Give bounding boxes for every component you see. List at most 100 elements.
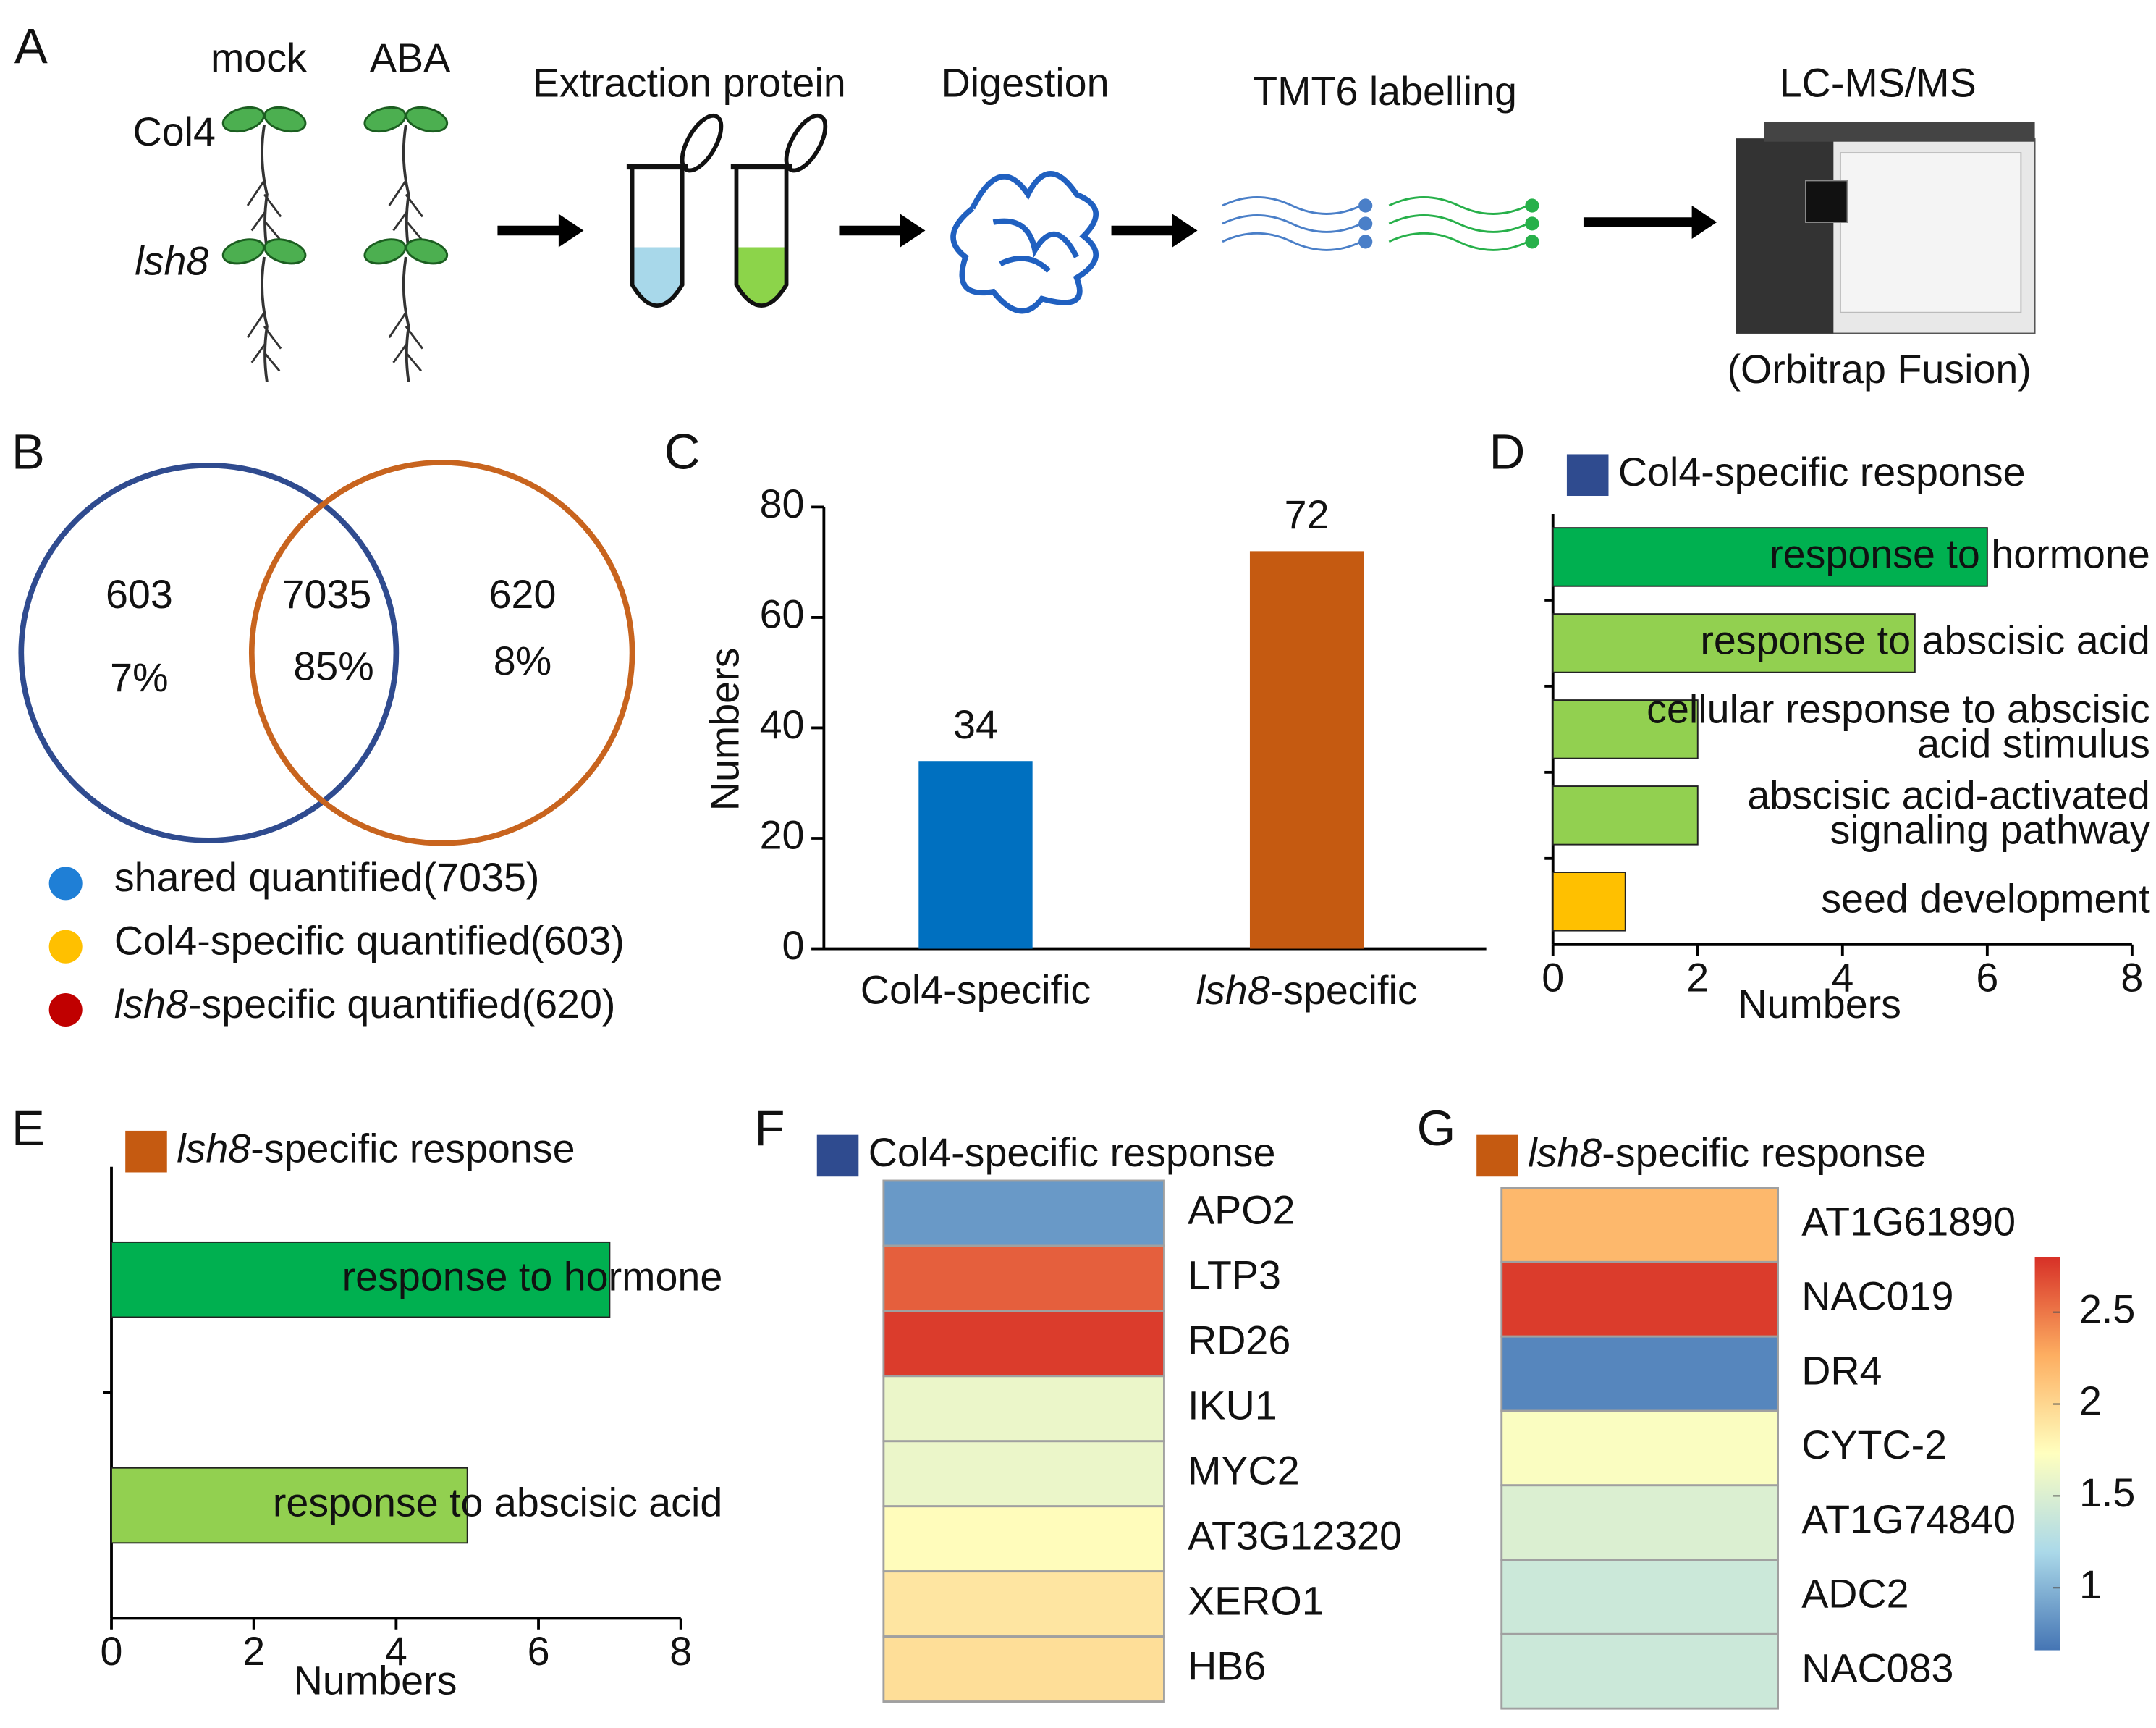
- tag-dot: [1525, 235, 1539, 249]
- peptide-wave: [1222, 232, 1362, 251]
- category-label: response to abscisic acid: [273, 1480, 722, 1525]
- x-tick-label: Col4-specific: [861, 968, 1091, 1013]
- legend-swatch: [1566, 454, 1609, 497]
- x-tick-label: 4: [385, 1629, 407, 1674]
- legend-swatch: [816, 1134, 859, 1177]
- leaf: [263, 238, 307, 265]
- y-axis-label: Numbers: [703, 648, 748, 812]
- tube-lid: [680, 113, 724, 173]
- y-tick-label: 0: [782, 923, 805, 968]
- row-label: APO2: [1188, 1188, 1295, 1233]
- legend-label: lsh8-specific response: [177, 1126, 575, 1171]
- x-tick-label: 8: [2121, 955, 2143, 1000]
- seedling: [363, 106, 449, 250]
- stem: [261, 125, 269, 250]
- x-axis-label: Numbers: [1738, 982, 1901, 1027]
- colorbar: [2034, 1257, 2060, 1651]
- heatmap-cell: [882, 1570, 1165, 1638]
- row-label: NAC083: [1801, 1645, 1953, 1690]
- colorbar-tick-label: 2.5: [2079, 1286, 2135, 1331]
- roots: [388, 180, 423, 240]
- y-tick-label: 20: [760, 813, 805, 858]
- x-tick-label: 0: [1542, 955, 1564, 1000]
- peptide-wave: [1388, 232, 1529, 251]
- bar: [918, 761, 1033, 949]
- row-label: LTP3: [1188, 1253, 1281, 1298]
- row-label: DR4: [1801, 1348, 1882, 1393]
- row-label: CYTC-2: [1801, 1423, 1947, 1467]
- y-tick-label: 80: [760, 481, 805, 526]
- venn-count: 620: [489, 572, 557, 617]
- legend-dot: [48, 992, 83, 1027]
- column-label: ABA: [370, 35, 450, 80]
- x-tick-label: lsh8-specific: [1196, 968, 1418, 1013]
- heatmap-cell: [882, 1505, 1165, 1573]
- row-label: Col4: [133, 109, 216, 154]
- venn-percent: 85%: [293, 644, 373, 689]
- leaf: [405, 238, 449, 265]
- heatmap-cell: [1500, 1632, 1780, 1710]
- heatmap-cell: [1500, 1559, 1780, 1635]
- heatmap-cell: [882, 1635, 1165, 1703]
- arrow-head: [1691, 205, 1717, 240]
- panel-label: F: [754, 1100, 785, 1156]
- tag-dot: [1525, 198, 1539, 213]
- instrument-label: (Orbitrap Fusion): [1727, 347, 2031, 392]
- leaf: [221, 238, 265, 265]
- category-label: cellular response to abscisic acid stimul…: [1646, 686, 2150, 766]
- peptide-wave: [1388, 214, 1529, 233]
- legend-label: shared quantified(7035): [114, 855, 540, 900]
- y-tick-label: 60: [760, 592, 805, 637]
- step-label: LC-MS/MS: [1780, 61, 1977, 106]
- x-tick-label: 6: [528, 1629, 550, 1674]
- row-label: XERO1: [1188, 1578, 1324, 1623]
- tag-dot: [1358, 235, 1373, 249]
- venn-circle: [248, 460, 635, 846]
- bar: [1552, 785, 1699, 846]
- bar: [1552, 872, 1626, 932]
- row-label: HB6: [1188, 1643, 1266, 1688]
- x-tick-label: 0: [101, 1629, 123, 1674]
- row-label: AT1G74840: [1801, 1497, 2016, 1542]
- legend-swatch: [125, 1130, 167, 1173]
- x-axis-label: Numbers: [294, 1658, 457, 1703]
- roots: [246, 180, 282, 240]
- colorbar-tick-label: 2: [2079, 1378, 2102, 1423]
- x-tick-label: 4: [1831, 955, 1853, 1000]
- arrow-head: [900, 214, 926, 248]
- seedling: [363, 238, 449, 382]
- legend-label: lsh8-specific response: [1528, 1130, 1926, 1175]
- legend-label: Col4-specific response: [868, 1130, 1276, 1175]
- venn-percent: 7%: [110, 655, 168, 700]
- heatmap-cell: [1500, 1409, 1780, 1487]
- row-label: AT3G12320: [1188, 1513, 1402, 1558]
- leaf: [221, 106, 265, 133]
- bar: [1552, 699, 1699, 759]
- legend-label: Col4-specific response: [1618, 450, 2026, 494]
- peptide-wave: [1388, 196, 1529, 215]
- protein: [950, 171, 1099, 314]
- leaf: [405, 106, 449, 133]
- category-label: response to hormone: [342, 1254, 723, 1299]
- venn-percent: 8%: [494, 638, 551, 683]
- tube: [734, 167, 789, 308]
- row-label: NAC019: [1801, 1273, 1953, 1318]
- tube-liquid: [736, 247, 787, 306]
- leaf: [363, 106, 407, 133]
- stem: [261, 256, 269, 382]
- roots: [388, 311, 423, 372]
- leaf: [363, 238, 407, 265]
- bar: [1249, 551, 1364, 949]
- row-label: MYC2: [1188, 1448, 1300, 1493]
- category-label: seed development: [1821, 876, 2150, 921]
- x-tick-label: 6: [1976, 955, 1998, 1000]
- legend-dot: [48, 867, 83, 901]
- roots: [246, 311, 282, 372]
- tube-lid: [784, 113, 828, 173]
- column-label: mock: [211, 35, 307, 80]
- bar: [1552, 613, 1916, 673]
- legend-label: Col4-specific quantified(603): [114, 919, 625, 964]
- heatmap-cell: [882, 1440, 1165, 1508]
- heatmap-cell: [1500, 1187, 1780, 1263]
